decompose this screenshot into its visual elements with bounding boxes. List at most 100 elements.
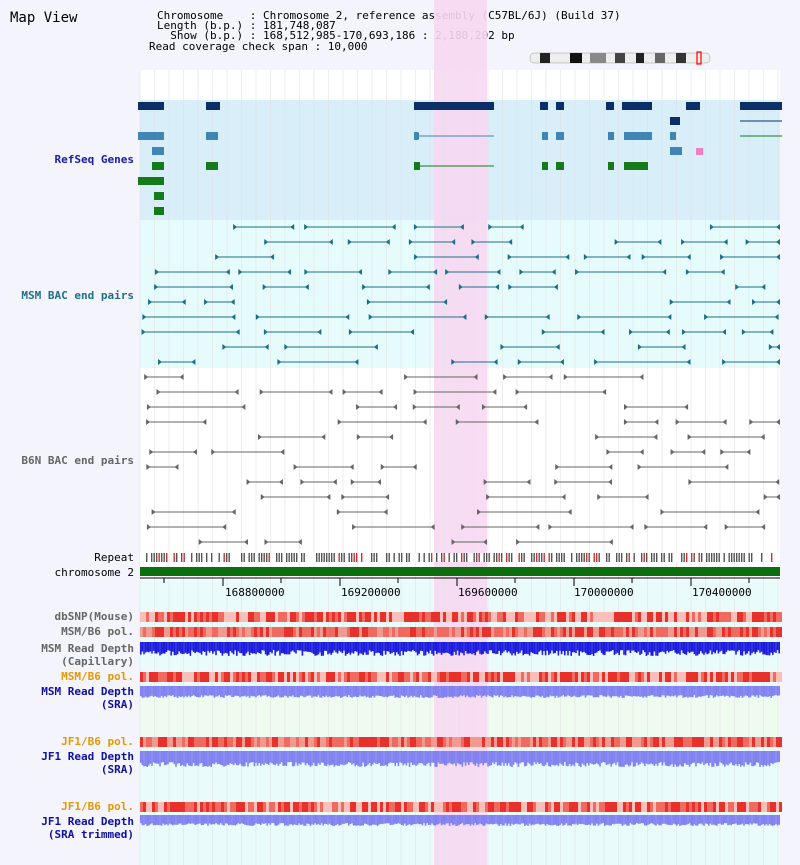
read-depth-bar (248, 751, 251, 764)
polymorphism-heat-cell (773, 612, 776, 622)
polymorphism-heat-cell (302, 672, 305, 682)
polymorphism-heat-cell (596, 802, 599, 812)
read-depth-bar (237, 686, 240, 697)
read-depth-bar (170, 686, 172, 697)
read-depth-bar (517, 751, 520, 767)
read-depth-bar (471, 686, 473, 697)
polymorphism-heat-cell (689, 737, 692, 747)
label-refseq-genes[interactable]: RefSeq Genes (54, 153, 134, 166)
polymorphism-heat-cell (644, 802, 647, 812)
label-b6n-bac[interactable]: B6N BAC end pairs (21, 454, 134, 467)
repeat-element (501, 553, 503, 562)
polymorphism-heat-cell (317, 612, 320, 622)
read-depth-bar (580, 642, 582, 652)
polymorphism-heat-cell (476, 802, 479, 812)
polymorphism-heat-cell (389, 612, 392, 622)
polymorphism-heat-cell (608, 802, 611, 812)
read-depth-bar (669, 751, 672, 766)
label-msm-b6-pol[interactable]: MSM/B6 pol. (61, 625, 134, 638)
polymorphism-heat-cell (368, 627, 371, 637)
label-jf1-trim[interactable]: JF1 Read Depth (41, 815, 134, 828)
label-repeat[interactable]: Repeat (94, 551, 134, 564)
polymorphism-heat-cell (704, 612, 707, 622)
label-msm-depth-sra[interactable]: MSM Read Depth (41, 685, 134, 698)
read-depth-bar (618, 815, 620, 824)
read-depth-bar (628, 815, 630, 826)
polymorphism-heat-cell (266, 612, 269, 622)
repeat-element (661, 553, 663, 562)
label-jf1-b6-pol-trim[interactable]: JF1/B6 pol. (61, 800, 134, 813)
polymorphism-heat-cell (395, 612, 398, 622)
polymorphism-heat-cell (416, 612, 419, 622)
read-depth-bar (272, 815, 275, 824)
read-depth-bar (554, 815, 556, 825)
polymorphism-heat-cell (710, 672, 713, 682)
read-depth-bar (204, 815, 206, 824)
polymorphism-heat-cell (272, 672, 275, 682)
read-depth-bar (240, 751, 243, 766)
bac-end-marker (492, 389, 497, 395)
read-depth-bar (728, 751, 731, 764)
read-depth-bar (186, 686, 188, 698)
polymorphism-heat-cell (458, 737, 461, 747)
read-depth-bar (221, 751, 224, 766)
repeat-element (431, 553, 433, 562)
gene-strand-arrow (740, 102, 745, 110)
bac-end-marker (776, 494, 780, 500)
polymorphism-heat-cell (560, 627, 563, 637)
polymorphism-heat-cell (749, 612, 752, 622)
read-depth-bar (296, 751, 299, 766)
polymorphism-heat-cell (200, 802, 203, 812)
read-depth-bar (359, 815, 361, 826)
chromosome-ideogram[interactable] (0, 0, 800, 70)
repeat-element (348, 553, 350, 562)
polymorphism-heat-cell (527, 672, 530, 682)
polymorphism-heat-cell (311, 737, 314, 747)
read-depth-bar (596, 751, 598, 764)
read-depth-bar (141, 751, 144, 766)
label-jf1-b6-pol[interactable]: JF1/B6 pol. (61, 735, 134, 748)
read-depth-bar (759, 642, 761, 653)
read-depth-bar (151, 686, 153, 696)
bac-end-marker (660, 509, 665, 515)
read-depth-bar (722, 751, 724, 765)
read-depth-bar (212, 686, 214, 696)
polymorphism-heat-cell (407, 802, 410, 812)
read-depth-bar (524, 686, 526, 696)
polymorphism-heat-cell (770, 802, 773, 812)
bac-end-marker (246, 479, 251, 485)
polymorphism-heat-cell (425, 672, 428, 682)
read-depth-bar (434, 751, 436, 767)
label-dbsnp[interactable]: dbSNP(Mouse) (54, 610, 134, 623)
label-msm-depth-cap[interactable]: MSM Read Depth (41, 642, 134, 655)
label-msm-bac[interactable]: MSM BAC end pairs (21, 289, 134, 302)
polymorphism-heat-cell (263, 627, 266, 637)
repeat-element (316, 553, 318, 562)
polymorphism-heat-cell (260, 672, 263, 682)
label-msm-b6-pol-sra[interactable]: MSM/B6 pol. (61, 670, 134, 683)
read-depth-bar (373, 815, 376, 825)
polymorphism-heat-cell (746, 672, 749, 682)
polymorphism-heat-cell (737, 627, 740, 637)
label-jf1-depth[interactable]: JF1 Read Depth (41, 750, 134, 763)
polymorphism-heat-cell (743, 612, 746, 622)
read-depth-bar (442, 642, 444, 653)
polymorphism-heat-cell (302, 612, 305, 622)
repeat-element (576, 553, 578, 562)
read-depth-bar (293, 815, 296, 825)
polymorphism-heat-cell (455, 672, 458, 682)
bac-end-marker (776, 254, 780, 260)
read-depth-bar (604, 815, 606, 826)
polymorphism-heat-cell (767, 627, 770, 637)
polymorphism-heat-cell (659, 802, 662, 812)
read-depth-bar (687, 686, 689, 698)
polymorphism-heat-cell (236, 612, 239, 622)
bac-end-marker (551, 269, 556, 275)
polymorphism-heat-cell (683, 737, 686, 747)
read-depth-bar (453, 815, 456, 825)
read-depth-bar (202, 642, 204, 652)
polymorphism-heat-cell (404, 627, 407, 637)
polymorphism-heat-cell (347, 802, 350, 812)
read-depth-bar (618, 751, 620, 767)
